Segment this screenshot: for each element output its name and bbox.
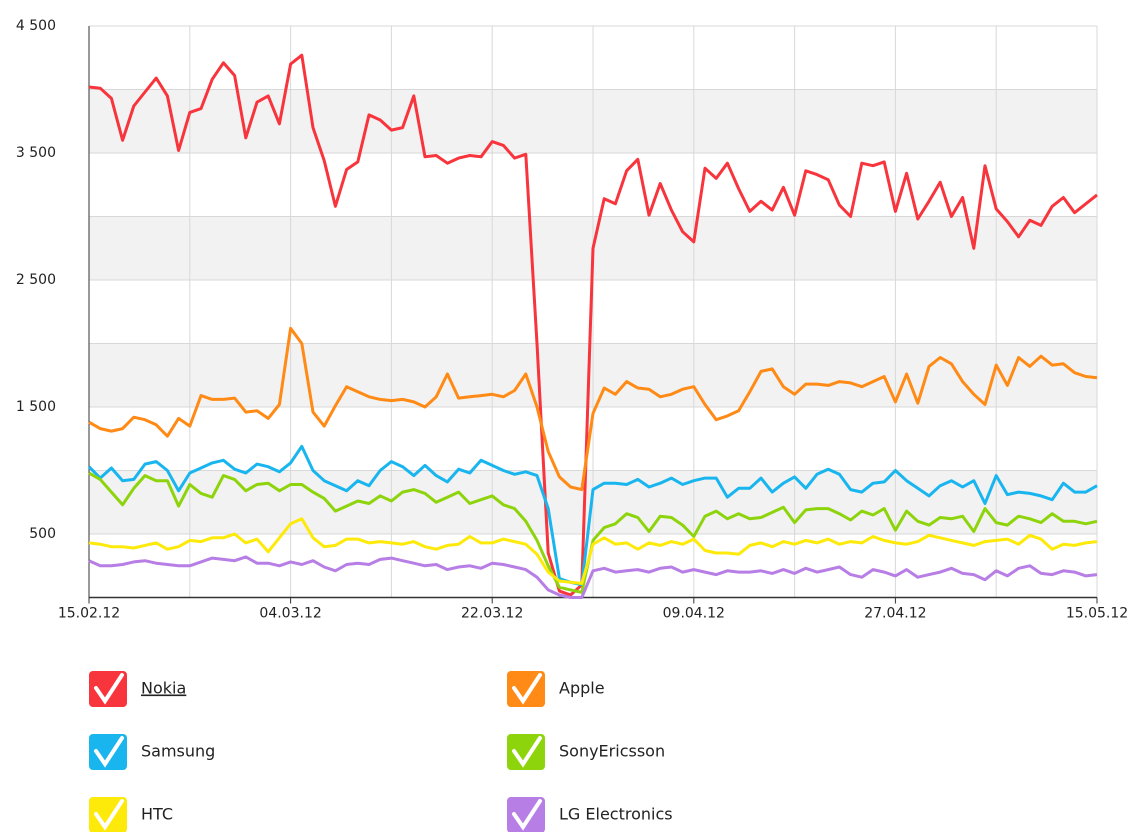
legend-label: Nokia xyxy=(141,679,186,698)
legend-label: SonyEricsson xyxy=(559,742,665,761)
series-line xyxy=(88,471,1098,594)
legend-label: HTC xyxy=(141,805,173,824)
series-line xyxy=(88,326,1098,492)
legend-item[interactable]: HTC xyxy=(89,797,173,832)
series-line xyxy=(88,53,1098,597)
legend-item[interactable]: Samsung xyxy=(89,734,215,770)
x-tick-label: 27.04.12 xyxy=(864,606,926,622)
legend-check xyxy=(94,673,124,705)
legend-item[interactable]: LG Electronics xyxy=(507,797,673,832)
legend-check xyxy=(94,736,124,768)
y-tick-label: 500 xyxy=(29,526,56,542)
legend-check xyxy=(512,673,542,705)
legend-item[interactable]: Nokia xyxy=(89,671,186,707)
y-tick-label: 4 500 xyxy=(16,18,56,34)
legend-check xyxy=(512,799,542,831)
legend-label: Apple xyxy=(559,679,605,698)
series-line xyxy=(88,517,1098,585)
x-tick-label: 15.02.12 xyxy=(58,606,120,622)
legend-item[interactable]: Apple xyxy=(507,671,605,707)
legend-label: LG Electronics xyxy=(559,805,673,824)
legend-check xyxy=(512,736,542,768)
x-tick-label: 22.03.12 xyxy=(461,606,523,622)
series-line xyxy=(88,555,1098,599)
legend-check xyxy=(94,799,124,831)
x-tick-label: 04.03.12 xyxy=(259,606,321,622)
legend-label: Samsung xyxy=(141,742,215,761)
y-tick-label: 2 500 xyxy=(16,272,56,288)
y-tick-label: 3 500 xyxy=(16,145,56,161)
x-tick-label: 09.04.12 xyxy=(663,606,725,622)
legend-item[interactable]: SonyEricsson xyxy=(507,734,665,770)
y-tick-label: 1 500 xyxy=(16,399,56,415)
x-tick-label: 15.05.12 xyxy=(1066,606,1128,622)
series-line xyxy=(87,444,1098,587)
